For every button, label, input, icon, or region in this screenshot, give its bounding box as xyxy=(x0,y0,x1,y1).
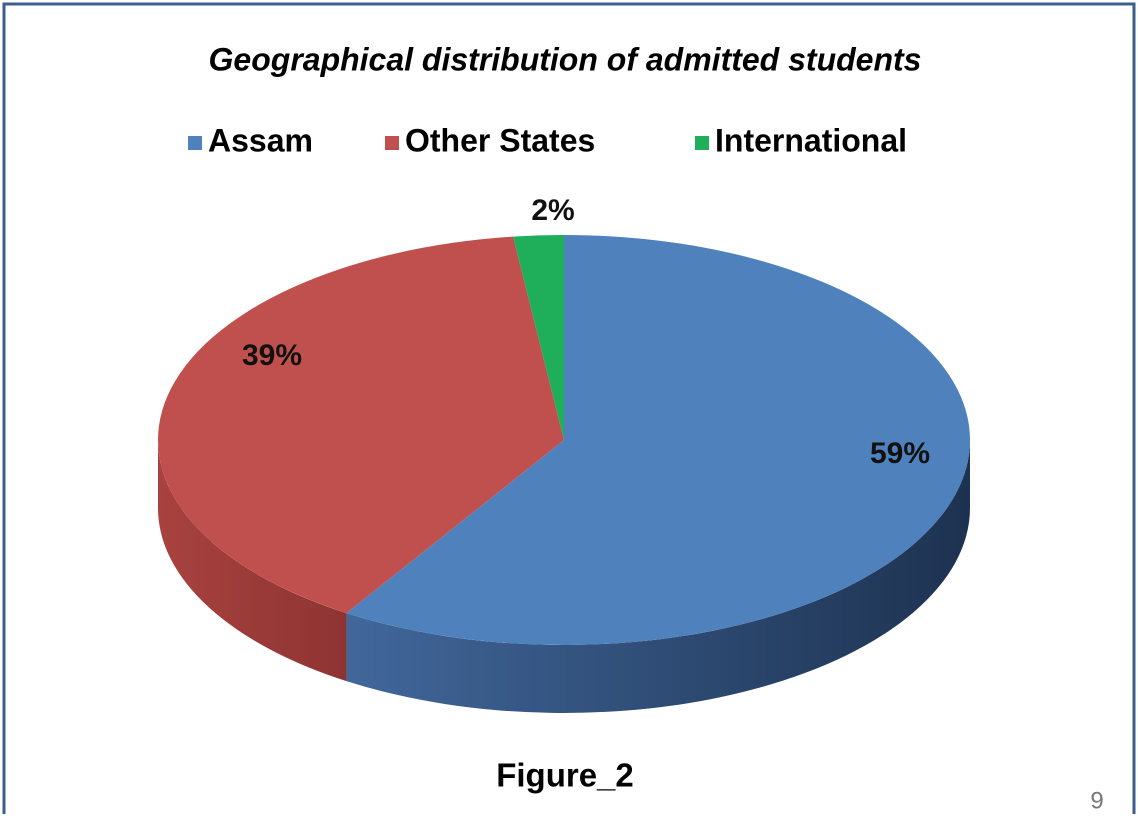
page-number: 9 xyxy=(1090,787,1103,814)
data-label: 2% xyxy=(531,194,574,227)
legend-label: Other States xyxy=(405,122,595,158)
caption: Figure_2 xyxy=(496,757,634,794)
slice xyxy=(346,235,970,645)
pie: 59% 39% 2% xyxy=(157,194,970,714)
chart-title: Geographical distribution of admitted st… xyxy=(209,41,922,77)
legend-swatch xyxy=(385,136,399,150)
legend-label: International xyxy=(715,122,907,158)
slice xyxy=(513,235,564,440)
data-label: 59% xyxy=(870,437,930,470)
slice xyxy=(158,236,565,614)
slice-wall xyxy=(346,440,970,714)
data-label: 39% xyxy=(242,339,302,372)
legend-swatch xyxy=(188,136,202,150)
legend-label: Assam xyxy=(208,122,313,158)
legend-swatch xyxy=(695,136,709,150)
slice-wall xyxy=(157,440,347,682)
legend: Assam Other States International xyxy=(188,122,907,158)
